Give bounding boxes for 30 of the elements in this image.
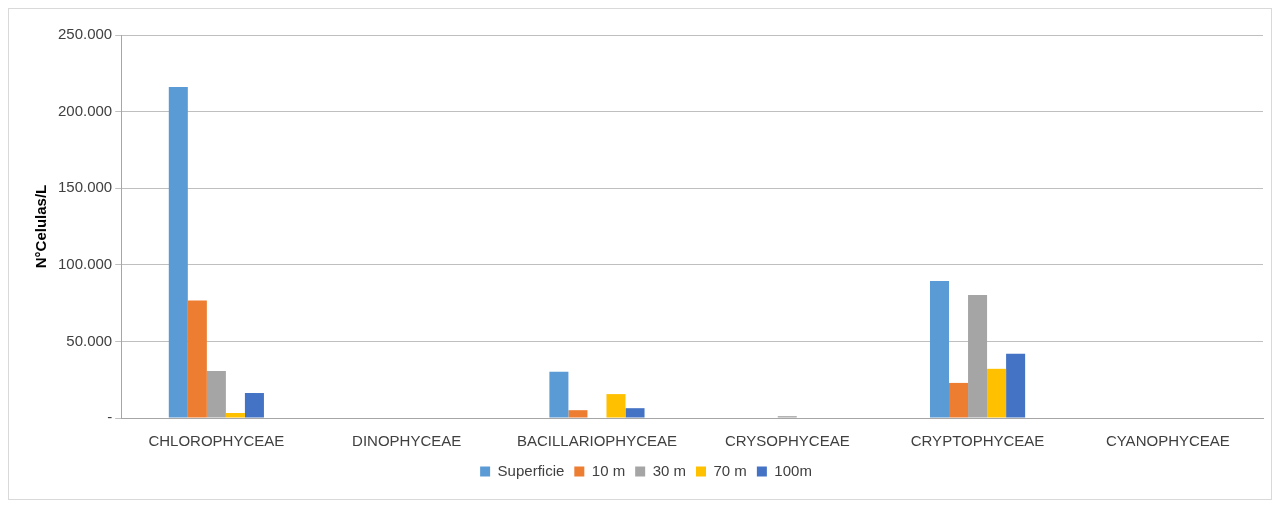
bar bbox=[244, 393, 264, 418]
legend-label: Superficie bbox=[497, 461, 565, 479]
x-tick-label: CYANOPHYCEAE bbox=[1105, 432, 1230, 450]
bar bbox=[187, 300, 207, 418]
legend-label: 10 m bbox=[591, 461, 626, 479]
bar bbox=[949, 382, 969, 418]
x-tick-label: CRYSOPHYCEAE bbox=[724, 432, 850, 450]
y-tick-label: 150.000 bbox=[57, 178, 113, 196]
x-tick-label: CHLOROPHYCEAE bbox=[148, 432, 285, 450]
bar bbox=[625, 408, 645, 418]
y-tick-label: - bbox=[107, 408, 113, 426]
bar bbox=[225, 413, 245, 418]
y-tick-label: 200.000 bbox=[57, 101, 113, 119]
x-tick-label: BACILLARIOPHYCEAE bbox=[516, 432, 677, 450]
legend-label: 70 m bbox=[713, 461, 747, 479]
x-tick-label: CRYPTOPHYCEAE bbox=[910, 432, 1045, 450]
y-tick-label: 100.000 bbox=[57, 254, 113, 272]
y-tick-label: 250.000 bbox=[57, 25, 113, 43]
bar bbox=[568, 410, 588, 418]
y-tick-label: 50.000 bbox=[66, 331, 113, 349]
legend-label: 100m bbox=[774, 461, 812, 479]
bar bbox=[168, 87, 188, 418]
bar bbox=[549, 371, 569, 418]
x-tick-label: DINOPHYCEAE bbox=[352, 432, 462, 450]
y-axis-title: N°Celulas/L bbox=[32, 184, 50, 269]
legend-label: 30 m bbox=[652, 461, 687, 479]
bar bbox=[929, 281, 950, 418]
bar bbox=[606, 394, 626, 418]
bar bbox=[1006, 353, 1026, 418]
bar bbox=[987, 368, 1007, 418]
